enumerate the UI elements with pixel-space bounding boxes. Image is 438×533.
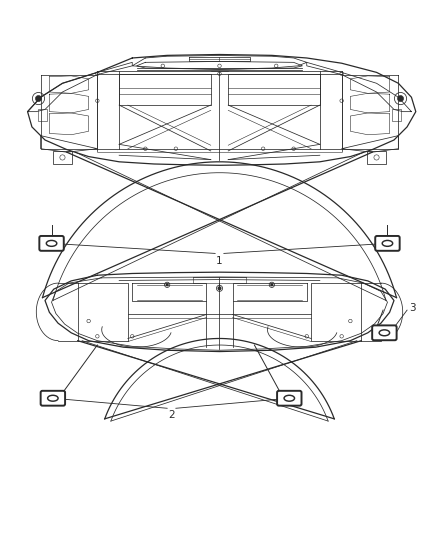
Text: 2: 2 [168,410,174,421]
Ellipse shape [283,395,294,401]
FancyBboxPatch shape [374,236,399,251]
FancyBboxPatch shape [41,391,65,406]
Bar [53,151,72,164]
Bar [39,109,47,121]
Circle shape [396,95,403,102]
FancyBboxPatch shape [276,391,301,406]
Ellipse shape [381,240,392,246]
FancyBboxPatch shape [39,236,64,251]
Ellipse shape [47,395,58,401]
Bar [391,109,399,121]
Circle shape [270,284,272,286]
Bar [366,151,385,164]
Ellipse shape [378,330,389,336]
Text: 3: 3 [408,303,415,313]
Ellipse shape [46,240,57,246]
Circle shape [218,287,220,289]
Circle shape [166,284,168,286]
Text: 1: 1 [215,256,223,265]
FancyBboxPatch shape [371,325,396,340]
Circle shape [35,95,42,102]
